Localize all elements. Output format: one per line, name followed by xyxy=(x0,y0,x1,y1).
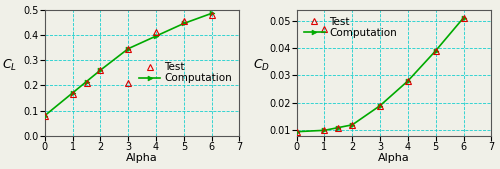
Test xyxy=(98,69,103,71)
Computation xyxy=(460,17,466,19)
Computation xyxy=(377,105,383,107)
Computation xyxy=(405,80,411,82)
Computation xyxy=(181,22,187,25)
Computation xyxy=(294,131,300,133)
X-axis label: Alpha: Alpha xyxy=(378,153,410,163)
Test xyxy=(153,31,159,33)
Test xyxy=(70,93,75,95)
Y-axis label: $C_L$: $C_L$ xyxy=(2,58,18,73)
Test xyxy=(377,105,383,107)
Test xyxy=(350,124,356,126)
Computation xyxy=(125,48,131,50)
X-axis label: Alpha: Alpha xyxy=(126,153,158,163)
Legend: Test, Computation: Test, Computation xyxy=(138,60,234,85)
Test xyxy=(294,131,300,133)
Y-axis label: $C_D$: $C_D$ xyxy=(253,58,270,73)
Test xyxy=(432,50,438,52)
Test xyxy=(322,129,328,131)
Computation xyxy=(432,50,438,52)
Test xyxy=(405,80,411,82)
Computation xyxy=(322,129,328,131)
Test xyxy=(125,48,131,50)
Computation xyxy=(208,12,214,14)
Test xyxy=(336,127,342,129)
Computation xyxy=(153,35,159,37)
Test xyxy=(84,82,89,84)
Test xyxy=(181,20,187,22)
Test xyxy=(460,17,466,19)
Line: Computation: Computation xyxy=(42,11,214,118)
Test xyxy=(208,14,214,16)
Computation xyxy=(42,115,48,117)
Legend: Test, Computation: Test, Computation xyxy=(302,15,399,40)
Computation xyxy=(336,127,342,129)
Test xyxy=(42,115,48,117)
Line: Test: Test xyxy=(42,11,215,119)
Line: Test: Test xyxy=(293,14,467,135)
Line: Computation: Computation xyxy=(294,15,466,134)
Computation xyxy=(84,80,89,82)
Computation xyxy=(350,124,356,126)
Computation xyxy=(98,69,103,71)
Computation xyxy=(70,92,75,94)
